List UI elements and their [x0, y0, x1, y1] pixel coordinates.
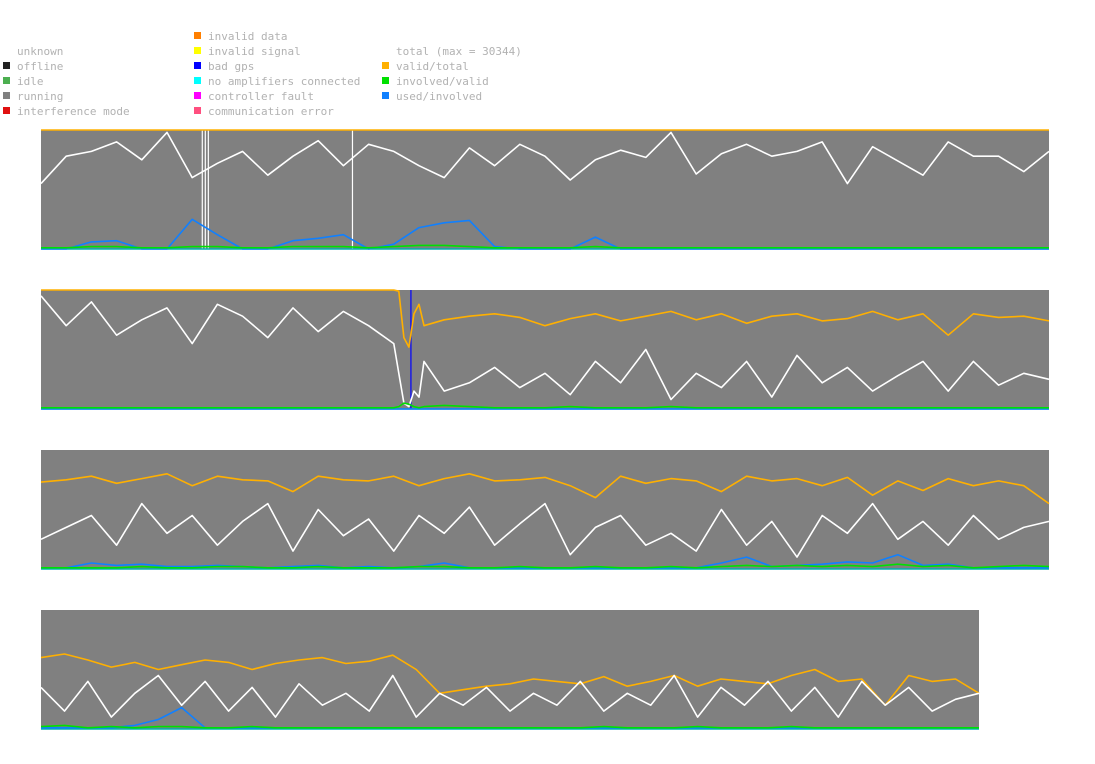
series-line-involved-valid — [41, 244, 1049, 249]
series-line-valid-total — [41, 289, 1050, 348]
legend-label: communication error — [208, 105, 334, 118]
legend-label: idle — [17, 75, 44, 88]
series-line-total — [40, 674, 980, 718]
legend-swatch-involved-valid — [382, 77, 389, 84]
plot-background — [41, 130, 1049, 249]
legend-label: invalid signal — [208, 45, 301, 58]
legend-label: invalid data — [208, 30, 288, 43]
legend-label: running — [17, 90, 64, 103]
plot-background — [41, 450, 1049, 569]
legend-swatch-bad-gps — [194, 62, 201, 69]
plot-background — [41, 290, 1049, 409]
legend-swatch-valid-total — [382, 62, 389, 69]
series-line-total — [40, 295, 1050, 408]
legend: unknown offline idle running interferenc… — [0, 0, 1095, 125]
plot-background — [41, 610, 979, 729]
series-line-total — [40, 131, 1050, 185]
chart-panel-3 — [40, 450, 1050, 570]
legend-swatch-used-involved — [382, 92, 389, 99]
legend-label: no amplifiers connected — [208, 75, 361, 88]
legend-label: total (max = 30344) — [396, 45, 522, 58]
series-line-valid-total — [40, 653, 980, 707]
legend-swatch-running — [3, 92, 10, 99]
legend-swatch-idle — [3, 77, 10, 84]
series-line-involved-valid — [41, 402, 1049, 409]
legend-swatch-invalid-signal — [194, 47, 201, 54]
chart-panel-4 — [40, 610, 980, 730]
legend-label: unknown — [17, 45, 64, 58]
legend-label: used/involved — [396, 90, 483, 103]
chart-panel-1 — [40, 129, 1050, 250]
series-line-involved-valid — [41, 563, 1050, 569]
series-line-total — [40, 502, 1050, 558]
legend-label: controller fault — [208, 90, 314, 103]
legend-label: interference mode — [17, 105, 130, 118]
legend-label: offline — [17, 60, 64, 73]
legend-swatch-controller-fault — [194, 92, 201, 99]
legend-swatch-offline — [3, 62, 10, 69]
series-line-involved-valid — [40, 724, 979, 729]
legend-swatch-communication-error — [194, 107, 201, 114]
legend-label: involved/valid — [396, 75, 489, 88]
legend-swatch-no-amplifiers — [194, 77, 201, 84]
legend-label: valid/total — [396, 60, 469, 73]
legend-swatch-interference-mode — [3, 107, 10, 114]
legend-swatch-invalid-data — [194, 32, 201, 39]
chart-panel-2 — [40, 289, 1050, 410]
series-line-valid-total — [40, 472, 1050, 505]
legend-label: bad gps — [208, 60, 255, 73]
series-line-used-involved — [41, 218, 1049, 250]
